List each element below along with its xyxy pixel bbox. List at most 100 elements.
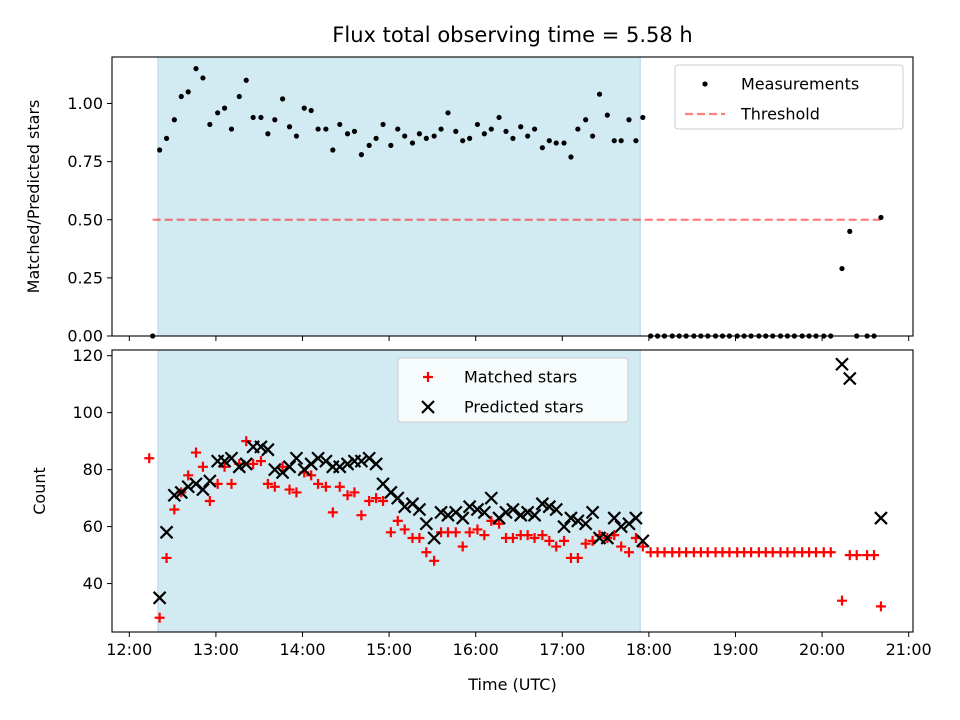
legend-label: Matched stars — [464, 368, 577, 387]
measurement-point — [330, 147, 336, 153]
measurement-point — [258, 114, 264, 121]
measurement-point — [702, 81, 708, 87]
matched-star-point — [623, 547, 634, 558]
measurement-point — [193, 66, 199, 72]
predicted-star-point — [585, 505, 600, 520]
matched-star-point — [169, 504, 180, 515]
matched-star-point — [378, 495, 389, 506]
measurement-point — [626, 117, 632, 123]
matched-star-point — [836, 595, 847, 606]
predicted-star-point — [843, 371, 857, 386]
matched-star-point — [399, 524, 410, 535]
matched-star-point — [507, 533, 518, 543]
y-tick-label: 60 — [83, 517, 103, 536]
measurement-point — [337, 121, 343, 128]
matched-star-point — [226, 478, 237, 489]
ratio-legend: Measurements Threshold — [674, 64, 904, 130]
predicted-star-point — [167, 488, 182, 503]
y-tick-label: 0.50 — [67, 210, 103, 229]
measurement-point — [200, 75, 206, 81]
measurement-point — [539, 145, 545, 151]
matched-star-point — [313, 478, 324, 489]
predicted-star-point — [542, 499, 557, 514]
matched-star-point — [869, 550, 880, 561]
measurement-point — [215, 110, 221, 116]
matched-star-point — [204, 495, 215, 506]
predicted-star-point — [835, 357, 849, 372]
matched-star-point — [371, 493, 382, 504]
measurement-point — [518, 124, 524, 130]
measurement-point — [250, 114, 256, 121]
measurement-point — [531, 126, 538, 132]
matched-star-point — [529, 533, 540, 543]
predicted-star-point — [159, 525, 174, 540]
y-tick-label: 0.00 — [67, 327, 103, 346]
predicted-star-point — [499, 505, 513, 520]
count-panel: 40 60 80 100 120 12:00 13:00 14:00 15:00 16:00 17:… — [72, 346, 931, 659]
measurement-point — [293, 133, 300, 139]
measurement-point — [596, 91, 603, 97]
legend-box — [674, 64, 904, 130]
measurement-point — [344, 131, 351, 137]
count-legend: Matched stars Predicted stars — [397, 357, 629, 423]
observing-window-span — [157, 56, 641, 337]
predicted-star-point — [268, 462, 282, 477]
matched-star-point — [349, 487, 360, 498]
predicted-star-point — [571, 514, 585, 528]
predicted-star-point — [477, 505, 492, 520]
matched-star-point — [423, 372, 433, 382]
matched-star-point — [161, 552, 172, 563]
matched-star-point — [486, 515, 497, 526]
measurement-point — [445, 110, 451, 116]
predicted-star-point — [332, 460, 347, 474]
measurement-point — [373, 135, 379, 141]
measurement-point — [265, 131, 271, 137]
matched-star-point — [464, 527, 475, 538]
x-tick-label: 13:00 — [193, 640, 239, 659]
measurement-point — [878, 214, 884, 221]
matched-star-point — [269, 481, 280, 492]
matched-star-point — [572, 552, 583, 563]
measurement-point — [409, 140, 416, 146]
matched-star-point — [544, 535, 555, 546]
measurement-point — [358, 152, 364, 158]
measurement-point — [157, 147, 163, 153]
x-axis-label: Time (UTC) — [467, 675, 556, 694]
measurement-point — [503, 128, 509, 134]
measurement-point — [185, 89, 191, 95]
matched-star-point — [154, 612, 165, 623]
x-tick-label: 12:00 — [106, 640, 152, 659]
measurement-point — [438, 126, 444, 132]
measurement-point — [510, 135, 516, 141]
matched-star-point — [255, 456, 266, 467]
measurement-point — [279, 96, 286, 102]
matched-star-point — [197, 461, 208, 472]
x-tick-label: 21:00 — [886, 640, 932, 659]
matched-stars-series — [144, 436, 886, 623]
measurement-point — [395, 126, 401, 132]
matched-star-point — [421, 547, 432, 558]
matched-star-point — [479, 530, 490, 541]
measurement-point — [171, 117, 177, 123]
measurement-point — [228, 126, 235, 132]
measurement-point — [453, 128, 459, 134]
matched-star-point — [291, 487, 302, 498]
matched-star-point — [356, 510, 367, 521]
measurement-point — [272, 117, 278, 123]
predicted-star-point — [152, 591, 167, 605]
axes-frame — [111, 56, 914, 337]
measurement-point — [553, 140, 559, 146]
matched-star-point — [327, 507, 338, 518]
predicted-star-point — [181, 479, 195, 494]
measurement-point — [323, 126, 329, 132]
predicted-star-point — [527, 508, 542, 522]
matched-star-point — [385, 527, 396, 538]
matched-star-point — [241, 436, 252, 447]
measurement-point — [546, 138, 552, 144]
predicted-star-point — [369, 457, 383, 471]
predicted-star-point — [397, 499, 412, 514]
chart-title: Flux total observing time = 5.58 h — [332, 23, 692, 47]
matched-star-point — [875, 601, 886, 612]
predicted-star-point — [636, 534, 650, 548]
